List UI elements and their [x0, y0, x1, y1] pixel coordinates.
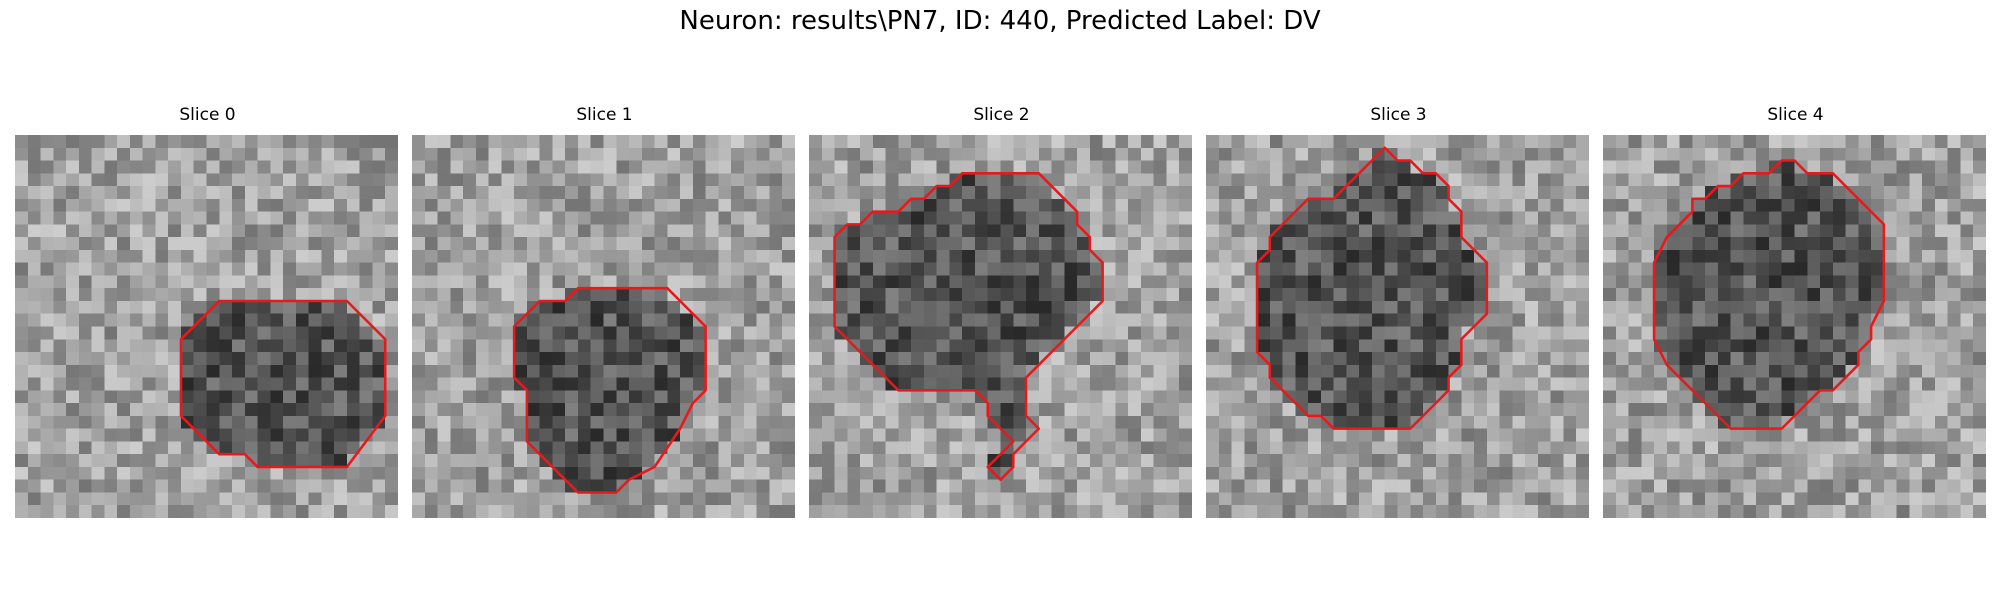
contour-outline — [514, 288, 706, 492]
neuron-contour — [412, 135, 795, 518]
neuron-contour — [15, 135, 398, 518]
slice-title: Slice 4 — [1603, 105, 1988, 125]
neuron-contour — [1206, 135, 1589, 518]
slice-image — [412, 135, 795, 518]
contour-outline — [835, 173, 1103, 479]
slice-title: Slice 1 — [412, 105, 797, 125]
slice-image — [1603, 135, 1986, 518]
contour-outline — [1257, 148, 1487, 429]
slice-title: Slice 0 — [15, 105, 400, 125]
contour-outline — [181, 301, 385, 467]
contour-outline — [1654, 161, 1884, 429]
slice-image — [1206, 135, 1589, 518]
figure-title: Neuron: results\PN7, ID: 440, Predicted … — [0, 6, 2000, 36]
neuron-contour — [1603, 135, 1986, 518]
slice-image — [15, 135, 398, 518]
slice-image — [809, 135, 1192, 518]
slice-title: Slice 3 — [1206, 105, 1591, 125]
slice-title: Slice 2 — [809, 105, 1194, 125]
neuron-contour — [809, 135, 1192, 518]
